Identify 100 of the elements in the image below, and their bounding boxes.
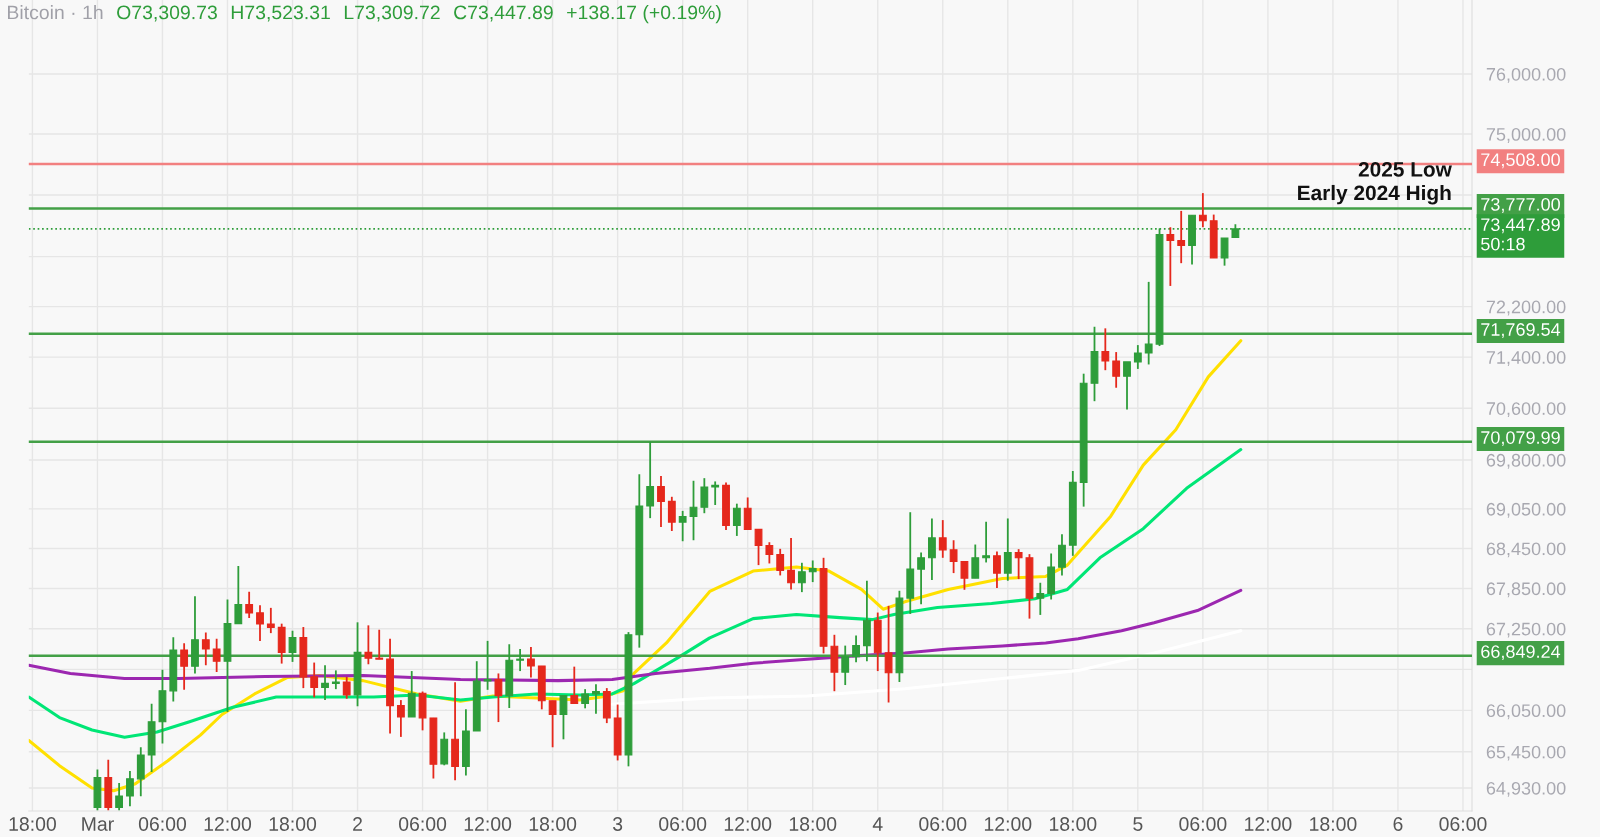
candlestick: [375, 628, 384, 661]
x-tick-label: 06:00: [659, 817, 707, 831]
ref-line-label: 73,777.00: [1481, 197, 1560, 213]
candlestick: [1014, 548, 1023, 580]
candlestick: [310, 661, 319, 699]
chart-title: Bitcoin · 1h: [8, 5, 103, 20]
candlestick: [787, 537, 795, 591]
y-tick-label: 72,200.00: [1486, 300, 1566, 316]
candlestick: [548, 699, 557, 749]
x-tick-label: 06:00: [1179, 817, 1227, 831]
candlestick: [776, 547, 785, 577]
annotation: O73,309.73: [117, 5, 217, 22]
candlestick: [852, 634, 860, 664]
x-tick-label: 18:00: [1049, 817, 1097, 831]
annotation: 2025 Low: [1358, 161, 1452, 177]
ref-line-label: 66,849.24: [1481, 645, 1561, 661]
ref-line-label: 70,079.99: [1481, 431, 1560, 447]
candlestick: [1166, 226, 1175, 287]
x-tick-label: 18:00: [9, 817, 56, 831]
candlestick: [982, 520, 991, 564]
candlestick: [993, 550, 1001, 590]
y-tick-label: 69,050.00: [1486, 502, 1566, 518]
x-tick-label: 18:00: [1310, 817, 1357, 831]
candlestick: [928, 517, 936, 581]
candlestick: [342, 675, 351, 700]
x-tick-label: 5: [1133, 817, 1143, 831]
candlestick: [689, 479, 698, 542]
candlestick: [407, 670, 416, 718]
x-tick-label: 18:00: [789, 817, 837, 831]
candlestick: [570, 665, 579, 705]
candlestick: [256, 604, 264, 642]
candlestick: [1198, 192, 1207, 229]
y-tick-label: 65,450.00: [1486, 745, 1566, 761]
candlestick: [1177, 209, 1186, 265]
candlestick: [808, 559, 817, 583]
x-tick-label: Mar: [82, 817, 114, 831]
candlestick: [743, 496, 752, 531]
x-tick-label: 18:00: [529, 817, 577, 831]
x-tick-label: 12:00: [984, 817, 1032, 831]
candlestick: [1101, 327, 1110, 372]
candlestick: [1003, 517, 1012, 582]
y-tick-label: 67,850.00: [1486, 582, 1566, 598]
candlestick: [331, 669, 340, 691]
x-tick-label: 06:00: [138, 817, 187, 831]
candlestick: [646, 440, 655, 520]
candlestick: [884, 604, 893, 704]
candlestick: [678, 509, 687, 543]
y-tick-label: 67,250.00: [1486, 622, 1566, 638]
y-tick-label: 66,050.00: [1486, 704, 1566, 720]
candlestick: [1144, 280, 1153, 366]
candlestick: [797, 561, 806, 594]
candlestick: [126, 770, 134, 808]
x-tick-label: 12:00: [204, 817, 252, 831]
candlestick: [732, 502, 741, 537]
candlestick: [1220, 237, 1229, 267]
annotation: +138.17 (+0.19%): [567, 5, 721, 24]
candlestick: [559, 694, 568, 741]
candlestick: [657, 474, 665, 528]
candlestick: [245, 590, 254, 619]
candlestick: [321, 664, 329, 701]
candlestick: [971, 543, 980, 579]
x-tick-label: 06:00: [399, 817, 447, 831]
candlestick: [115, 782, 124, 812]
candlestick: [581, 688, 590, 710]
x-tick-label: 12:00: [1245, 817, 1292, 831]
candlestick: [960, 560, 969, 591]
x-tick-label: 2: [353, 817, 362, 831]
candlestick: [841, 644, 850, 686]
y-tick-label: 64,930.00: [1486, 781, 1566, 797]
candlestick: [711, 480, 720, 506]
candlestick: [266, 606, 275, 635]
y-tick-label: 69,800.00: [1486, 453, 1566, 469]
y-tick-label: 76,000.00: [1486, 67, 1566, 83]
candlestick: [667, 495, 676, 532]
candlestick: [917, 551, 926, 606]
candlestick: [765, 541, 774, 565]
annotation: L73,309.72: [344, 5, 440, 22]
candlestick: [949, 539, 958, 574]
x-tick-label: 12:00: [724, 817, 772, 831]
candlestick: [136, 746, 145, 798]
ref-line-label: 71,769.54: [1481, 323, 1561, 339]
candlestick: [180, 642, 189, 691]
y-tick-label: 75,000.00: [1486, 127, 1566, 143]
candlestick: [494, 672, 503, 723]
annotation: H73,523.31: [231, 5, 330, 22]
y-tick-label: 70,600.00: [1486, 402, 1566, 418]
y-tick-label: 68,450.00: [1486, 542, 1566, 558]
candlestick: [212, 637, 221, 673]
candlestick: [201, 631, 210, 667]
candlestick: [700, 477, 709, 515]
annotation: Early 2024 High: [1298, 184, 1451, 205]
x-tick-label: 4: [872, 817, 883, 831]
candlestick: [1058, 533, 1066, 577]
annotation: C73,447.89: [454, 5, 553, 22]
candlestick: [516, 648, 525, 672]
x-tick-label: 18:00: [269, 817, 317, 831]
candlestick: [1133, 344, 1142, 370]
candlestick: [234, 565, 243, 625]
x-tick-label: 06:00: [919, 817, 967, 831]
candlestick: [396, 699, 405, 738]
